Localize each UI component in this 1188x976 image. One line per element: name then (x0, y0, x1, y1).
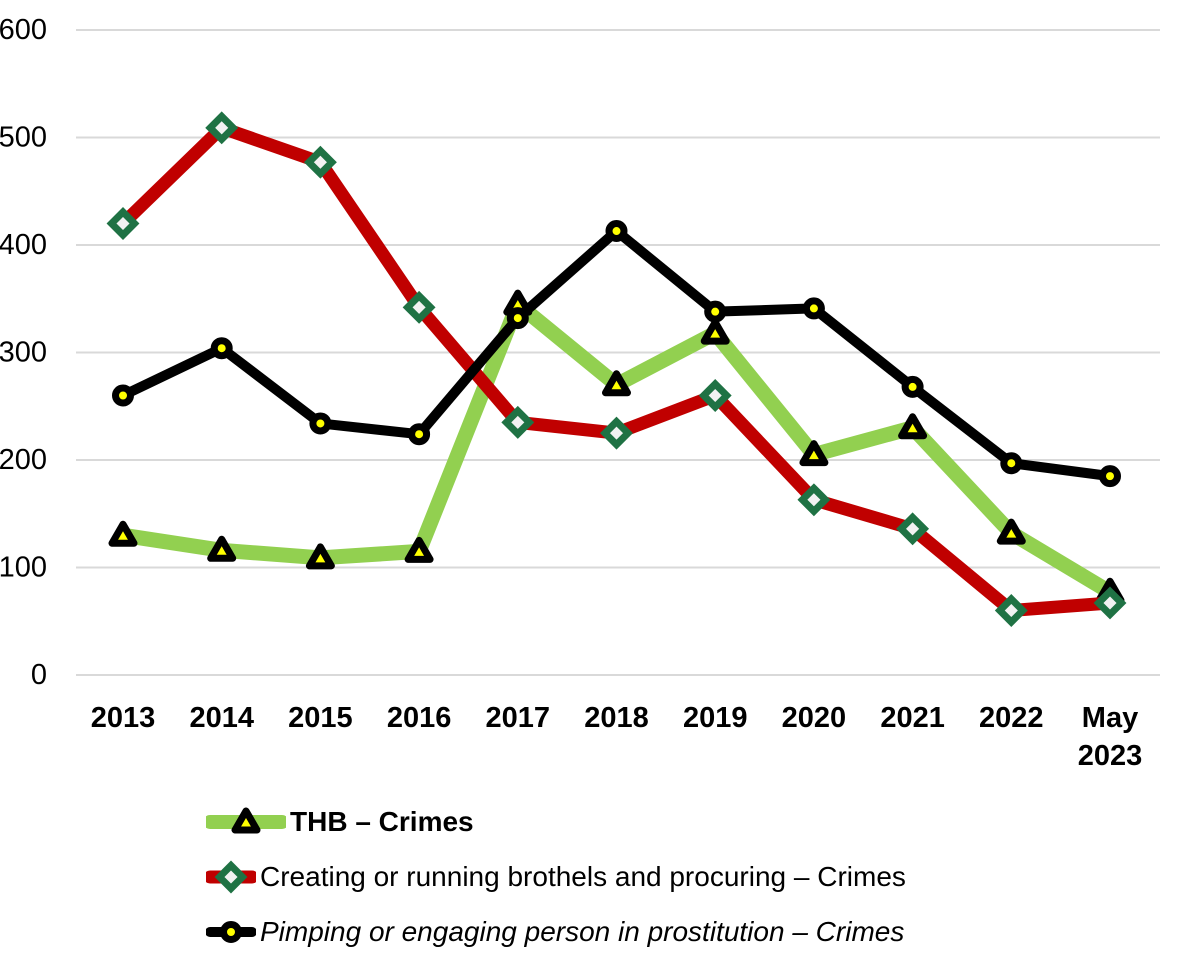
plot-area: 0 100 200 300 400 500 600 2013 2014 2015 2016 2017 2… (0, 14, 1160, 772)
diamond-marker-icon (698, 379, 732, 412)
diamond-marker-icon (797, 483, 831, 517)
x-tick-label: 2018 (584, 702, 649, 734)
legend-sample-pimping-line-circle-icon (206, 921, 256, 943)
triangle-marker-icon (108, 520, 138, 547)
triangle-marker-icon (898, 413, 928, 440)
circle-marker-icon (309, 412, 332, 435)
legend-item-pimping: Pimping or engaging person in prostituti… (206, 910, 906, 954)
x-tick-label: 2023 (1078, 740, 1143, 772)
y-tick-label: 500 (0, 122, 47, 154)
circle-marker-icon (220, 921, 242, 943)
triangle-marker-icon (231, 807, 261, 834)
circle-marker-icon (112, 384, 134, 407)
diamond-marker-icon (501, 405, 535, 439)
legend-label-pimping: Pimping or engaging person in prostituti… (260, 916, 905, 947)
triangle-marker-icon (700, 318, 730, 345)
diamond-marker-icon (402, 290, 436, 324)
diamond-marker-icon (994, 594, 1028, 627)
triangle-marker-icon (996, 518, 1026, 545)
circle-marker-icon (605, 220, 628, 243)
diamond-marker-icon (303, 145, 337, 179)
diamond-marker-icon (106, 207, 140, 240)
legend: THB – Crimes Creating or running brothel… (206, 800, 906, 965)
diamond-marker-icon (896, 512, 930, 546)
circle-marker-icon (210, 337, 233, 360)
circle-marker-icon (704, 300, 727, 323)
legend-label-brothels: Creating or running brothels and procuri… (260, 861, 906, 892)
circle-marker-icon (506, 307, 529, 330)
diamond-marker-icon (205, 111, 239, 145)
legend-sample-brothels-line-diamond-icon (206, 860, 256, 894)
legend-sample-thb-line-triangle-icon (206, 807, 286, 834)
y-tick-label: 400 (0, 229, 47, 261)
x-tick-label: 2016 (387, 702, 452, 734)
triangle-marker-icon (207, 535, 237, 562)
legend-label-thb: THB – Crimes (290, 806, 474, 837)
series-line-1 (116, 121, 1117, 617)
triangle-marker-icon (602, 370, 631, 397)
diamond-marker-icon (1093, 586, 1127, 620)
circle-marker-icon (1099, 465, 1121, 488)
y-tick-label: 200 (0, 444, 47, 476)
y-tick-label: 600 (0, 14, 47, 46)
circle-marker-icon (1000, 452, 1023, 475)
circle-marker-icon (802, 297, 825, 320)
circle-marker-icon (901, 375, 924, 398)
legend-item-brothels: Creating or running brothels and procuri… (206, 855, 906, 899)
y-tick-label: 100 (0, 552, 47, 584)
y-tick-label: 300 (0, 337, 47, 369)
circle-marker-icon (408, 423, 431, 446)
x-tick-label: 2015 (288, 702, 353, 734)
legend-item-thb: THB – Crimes (206, 800, 906, 844)
x-tick-label: 2020 (782, 702, 847, 734)
y-tick-label: 0 (31, 659, 47, 691)
x-tick-label: 2013 (91, 702, 156, 734)
triangle-marker-icon (799, 440, 829, 467)
triangle-marker-icon (404, 536, 434, 563)
diamond-marker-icon (214, 860, 248, 894)
triangle-marker-icon (305, 543, 335, 570)
x-tick-label: 2022 (979, 702, 1044, 734)
x-tick-label: 2014 (189, 702, 254, 734)
x-tick-label: 2017 (486, 702, 551, 734)
x-tick-label: 2021 (880, 702, 945, 734)
x-tick-label: May (1082, 702, 1138, 734)
diamond-marker-icon (600, 416, 633, 450)
x-tick-label: 2019 (683, 702, 748, 734)
